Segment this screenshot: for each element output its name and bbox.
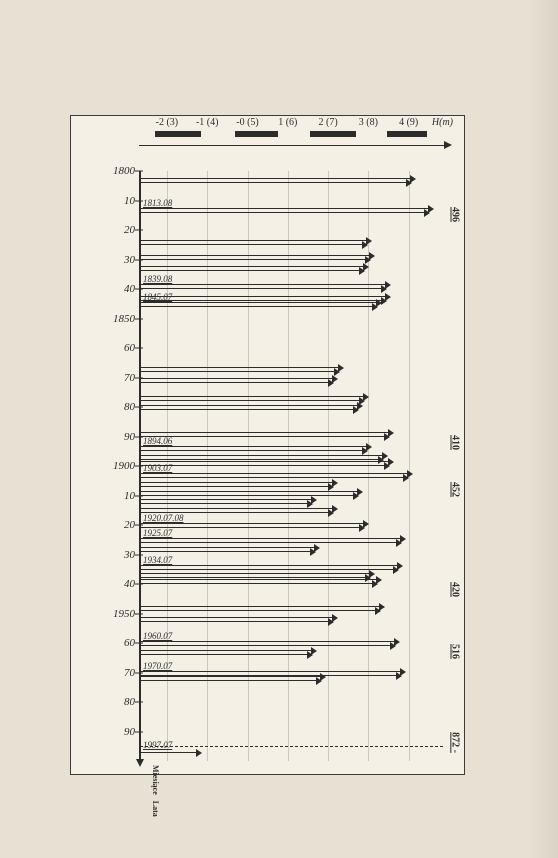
event-bar	[140, 752, 196, 753]
y-tick-label: 40	[87, 283, 135, 295]
x-tick-label: 2 (7)	[319, 117, 338, 128]
y-tick-label: 60	[87, 637, 135, 649]
y-tick-mark	[135, 731, 143, 732]
vgrid-line	[409, 171, 410, 761]
x-axis-arrow-icon	[444, 141, 452, 149]
y-tick-label: 40	[87, 578, 135, 590]
event-label: 1970.07	[143, 661, 172, 671]
right-value-label: 496	[450, 207, 461, 222]
x-axis-line	[139, 145, 445, 146]
right-value-label: 452	[450, 482, 461, 497]
y-axis-caption-a: Miesiące	[151, 765, 159, 795]
event-label: 1903.07	[143, 463, 172, 473]
x-axis-block	[235, 131, 278, 137]
y-tick-label: 30	[87, 254, 135, 266]
y-tick-label: 60	[87, 342, 135, 354]
dashed-baseline	[140, 746, 443, 747]
y-tick-label: 1800	[87, 165, 135, 177]
y-tick-label: 1950	[87, 608, 135, 620]
y-tick-mark	[135, 200, 143, 201]
x-tick-label: 4 (9)	[399, 117, 418, 128]
y-tick-mark	[135, 643, 143, 644]
plot-area: H(m) -2 (3)-1 (4)-0 (5)1 (6)2 (7)3 (8)4 …	[139, 171, 449, 761]
y-tick-mark	[135, 348, 143, 349]
y-tick-mark	[135, 672, 143, 673]
x-axis-unit-label: H(m)	[432, 117, 453, 128]
y-axis-caption-b: Lata	[151, 801, 159, 817]
y-tick-label: 1900	[87, 460, 135, 472]
y-tick-mark	[135, 613, 143, 614]
x-tick-label: 1 (6)	[278, 117, 297, 128]
y-tick-label: 1850	[87, 313, 135, 325]
x-axis: H(m) -2 (3)-1 (4)-0 (5)1 (6)2 (7)3 (8)4 …	[139, 139, 449, 171]
y-tick-mark	[135, 525, 143, 526]
y-tick-label: 90	[87, 431, 135, 443]
y-tick-label: 30	[87, 549, 135, 561]
page: H(m) -2 (3) -1 (4) -0 (5) 1 (6) 2 (7) 3 (8) 4 …	[0, 0, 558, 858]
y-axis-caption: Miesiące Lata	[151, 765, 159, 817]
right-value-label: 516	[450, 644, 461, 659]
y-tick-label: 20	[87, 519, 135, 531]
x-axis-block	[387, 131, 427, 137]
event-label: 1813.08	[143, 198, 172, 208]
event-label: 1934.07	[143, 555, 172, 565]
chart-frame: H(m) -2 (3) -1 (4) -0 (5) 1 (6) 2 (7) 3 (8) 4 …	[70, 115, 465, 775]
event-label: 1920.07.08	[143, 513, 184, 523]
y-tick-mark	[135, 171, 143, 172]
event-label: 1839.08	[143, 274, 172, 284]
right-value-label: 420	[450, 582, 461, 597]
event-bar-tip-icon	[196, 749, 202, 757]
x-tick-label: -2 (3)	[156, 117, 179, 128]
y-tick-label: 70	[87, 667, 135, 679]
y-tick-label: 10	[87, 195, 135, 207]
y-tick-label: 90	[87, 726, 135, 738]
y-axis-arrow-icon	[136, 759, 144, 767]
y-tick-mark	[135, 554, 143, 555]
y-tick-label: 80	[87, 696, 135, 708]
y-tick-label: 20	[87, 224, 135, 236]
right-value-label: 410	[450, 435, 461, 450]
event-label: 1960.07	[143, 631, 172, 641]
event-label: 1845.07	[143, 292, 172, 302]
y-tick-label: 70	[87, 372, 135, 384]
x-tick-label: 3 (8)	[359, 117, 378, 128]
y-tick-label: 80	[87, 401, 135, 413]
y-tick-mark	[135, 318, 143, 319]
y-tick-mark	[135, 230, 143, 231]
y-tick-mark	[135, 407, 143, 408]
x-tick-label: -0 (5)	[236, 117, 259, 128]
right-value-label: 872 -	[450, 732, 461, 753]
event-label: 1894.06	[143, 436, 172, 446]
y-tick-label: 10	[87, 490, 135, 502]
y-tick-mark	[135, 702, 143, 703]
x-axis-block	[310, 131, 357, 137]
x-axis-block	[155, 131, 202, 137]
x-tick-label: -1 (4)	[196, 117, 219, 128]
event-label: 1925.07	[143, 528, 172, 538]
